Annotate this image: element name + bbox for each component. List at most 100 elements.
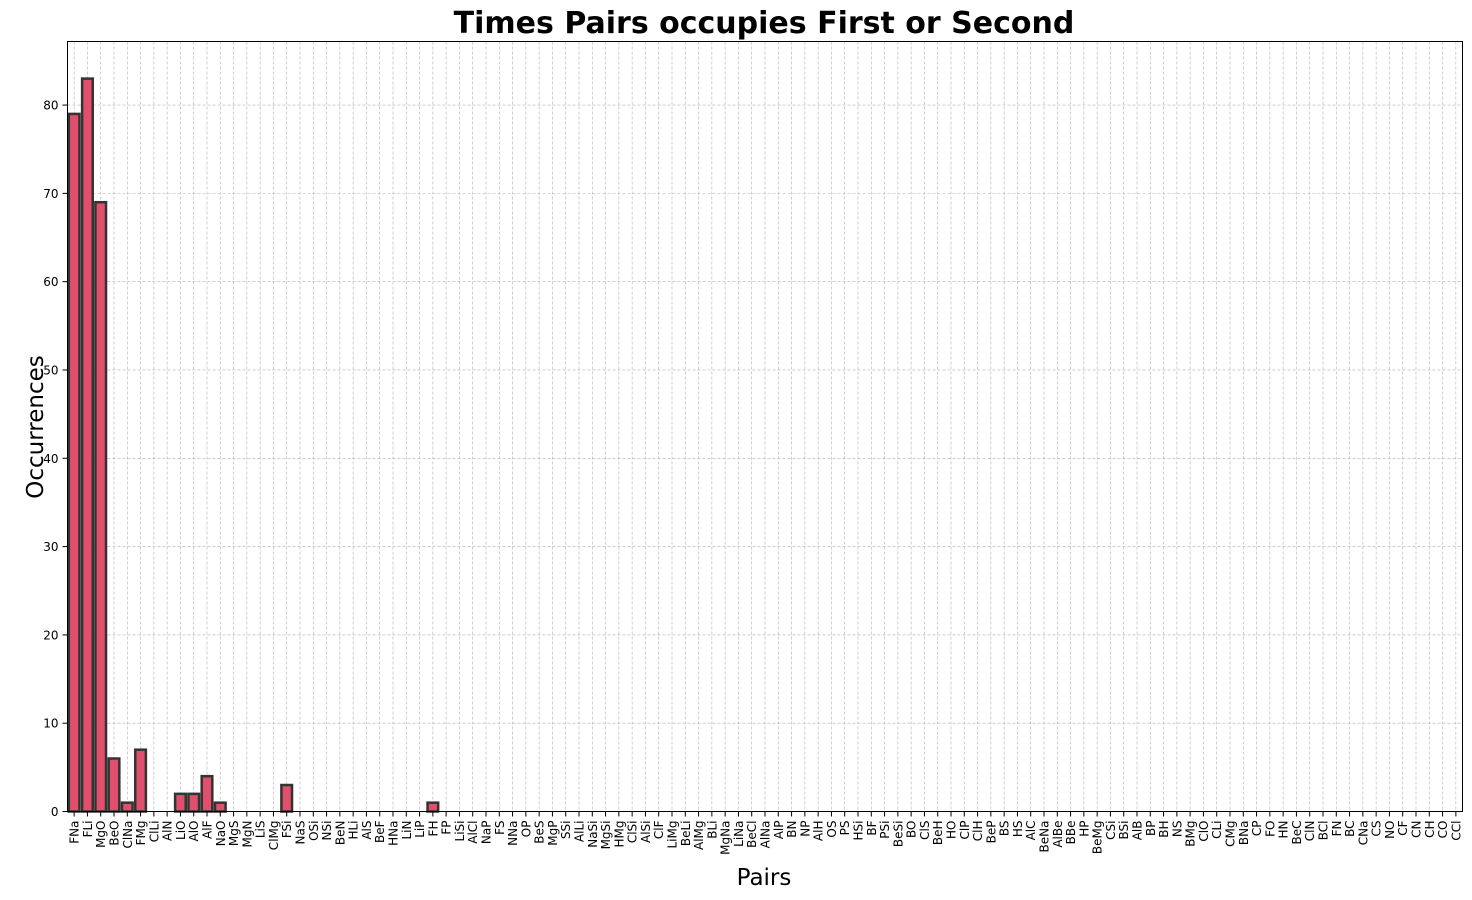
- x-tick-label: BMg: [1184, 821, 1198, 847]
- y-tick-label: 10: [43, 717, 58, 731]
- x-axis-label: Pairs: [737, 865, 792, 891]
- x-tick-label: LiO: [174, 821, 188, 840]
- x-tick-label: FP: [440, 821, 454, 835]
- x-tick-label: NSi: [320, 821, 334, 841]
- x-tick-label: AlO: [187, 821, 201, 842]
- x-tick-label: FLi: [81, 821, 95, 838]
- x-tick-label: BeP: [984, 821, 998, 844]
- x-tick-label: HN: [1277, 821, 1291, 839]
- y-tick-label: 0: [51, 805, 59, 819]
- x-tick-label: BH: [1157, 821, 1171, 838]
- x-tick-label: AlP: [772, 821, 786, 840]
- x-tick-label: BeC: [1290, 821, 1304, 845]
- x-tick-label: AlMg: [692, 821, 706, 851]
- x-tick-label: MgP: [546, 821, 560, 846]
- x-tick-label: HS: [1011, 821, 1025, 838]
- x-tick-label: LiMg: [666, 821, 680, 849]
- x-tick-label: AlB: [1131, 821, 1145, 841]
- grid-lines: [67, 41, 1463, 812]
- x-tick-label: MgS: [227, 821, 241, 847]
- x-tick-label: MgSi: [599, 821, 613, 850]
- x-tick-label: AlNa: [759, 821, 773, 849]
- x-tick-label: FNa: [68, 821, 82, 844]
- x-tick-label: LiSi: [453, 821, 467, 842]
- x-tick-label: CLi: [1210, 821, 1224, 839]
- x-tick-label: CP: [1250, 821, 1264, 837]
- bar: [80, 77, 94, 813]
- bar: [426, 801, 440, 813]
- bar: [173, 792, 187, 813]
- chart-title: Times Pairs occupies First or Second: [454, 6, 1075, 41]
- x-tick-label: LiP: [413, 821, 427, 838]
- y-tick-label: 40: [43, 452, 58, 466]
- x-tick-label: FH: [426, 821, 440, 837]
- x-tick-label: NP: [798, 821, 812, 837]
- x-tick-label: LiNa: [732, 821, 746, 847]
- x-tick-label: NaS: [294, 821, 308, 845]
- x-tick-label: BeLi: [679, 821, 693, 847]
- x-tick-label: BeCl: [745, 821, 759, 848]
- x-tick-label: AlBe: [1051, 821, 1065, 848]
- x-tick-label: BLi: [705, 821, 719, 839]
- x-tick-label: HMg: [612, 821, 626, 848]
- x-tick-label: FSi: [280, 821, 294, 839]
- x-tick-label: NNa: [506, 821, 520, 846]
- x-tick-label: AlCl: [466, 821, 480, 844]
- x-tick-label: OP: [519, 821, 533, 838]
- x-tick-label: CH: [1423, 821, 1437, 838]
- x-tick-label: FO: [1263, 821, 1277, 837]
- x-tick-label: MgO: [94, 821, 108, 848]
- x-tick-label: CNa: [1356, 821, 1370, 846]
- y-tick-label: 60: [43, 275, 58, 289]
- bars: [67, 77, 440, 813]
- x-tick-label: MgN: [240, 821, 254, 848]
- x-tick-label: NO: [1383, 821, 1397, 839]
- x-tick-label: BS: [998, 821, 1012, 837]
- x-tick-label: CN: [1410, 821, 1424, 838]
- x-tick-label: BN: [785, 821, 799, 838]
- x-tick-label: OSi: [307, 821, 321, 841]
- y-axis-label: Occurrences: [23, 355, 49, 498]
- x-tick-label: FN: [1330, 821, 1344, 837]
- x-tick-label: HP: [1077, 821, 1091, 837]
- x-tick-label: NaP: [480, 821, 494, 845]
- x-tick-label: NaO: [214, 821, 228, 847]
- x-tick-label: ClN: [1303, 821, 1317, 842]
- x-tick-label: BSi: [1117, 821, 1131, 840]
- x-tick-label: ClS: [918, 821, 932, 840]
- x-tick-label: CSi: [1104, 821, 1118, 840]
- x-tick-label: ClF: [652, 820, 666, 839]
- x-tick-label: OS: [825, 821, 839, 838]
- bar: [120, 801, 134, 813]
- y-tick-label: 30: [43, 540, 58, 554]
- x-tick-label: HNa: [387, 821, 401, 846]
- x-tick-label: BNa: [1237, 821, 1251, 846]
- x-tick-label: ClH: [971, 821, 985, 842]
- x-tick-label: AlC: [1024, 821, 1038, 841]
- x-tick-label: LiN: [400, 821, 414, 840]
- bar: [187, 792, 201, 813]
- x-tick-label: PSi: [878, 821, 892, 839]
- x-tick-label: CMg: [1224, 821, 1238, 847]
- y-tick-label: 80: [43, 99, 58, 113]
- x-tick-label: HLi: [347, 821, 361, 840]
- x-tick-label: BeNa: [1038, 821, 1052, 853]
- x-tick-label: NaSi: [586, 821, 600, 848]
- x-tick-label: BP: [1144, 821, 1158, 836]
- bar: [200, 774, 214, 813]
- x-tick-label: ClP: [958, 821, 972, 840]
- x-tick-label: ClLi: [147, 821, 161, 843]
- x-tick-label: CS: [1370, 821, 1384, 837]
- x-tick-label: HSi: [852, 821, 866, 841]
- bar: [107, 757, 121, 813]
- x-tick-label: FMg: [134, 821, 148, 846]
- x-tick-label: HO: [945, 821, 959, 839]
- x-tick-label: AlH: [812, 821, 826, 842]
- x-tick-label: BeF: [373, 820, 387, 843]
- x-tick-label: AlLi: [573, 821, 587, 843]
- x-tick-label: BeSi: [891, 821, 905, 848]
- x-tick-label: MgNa: [719, 821, 733, 855]
- x-tick-label: BeMg: [1091, 821, 1105, 855]
- x-tick-label: CCl: [1449, 821, 1463, 841]
